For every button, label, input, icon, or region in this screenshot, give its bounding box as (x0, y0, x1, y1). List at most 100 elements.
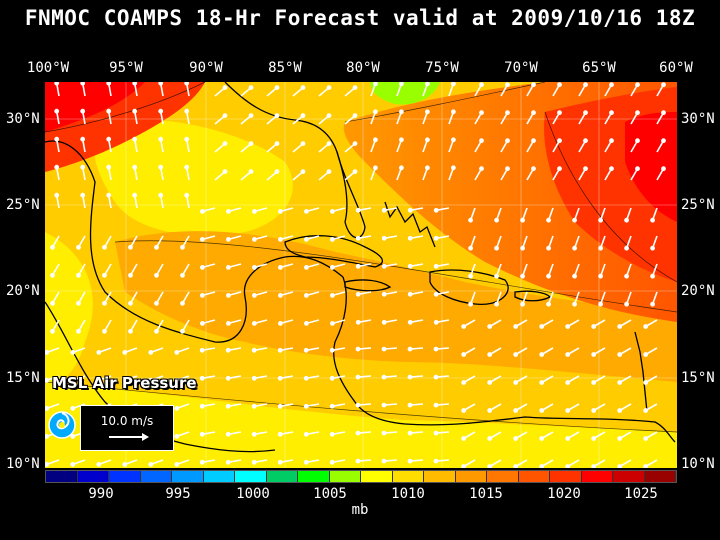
wind-arrow-head (479, 82, 484, 88)
central-america-coast (333, 276, 406, 425)
wind-arrow-head (381, 319, 387, 325)
wind-arrow-head (277, 320, 283, 326)
wind-arrow-head (199, 347, 205, 353)
field-label: MSL Air Pressure (52, 374, 197, 392)
wind-arrow-head (329, 320, 335, 326)
wind-arrow-head (184, 82, 190, 86)
wind-arrow-head (106, 108, 112, 114)
wind-arrow-head (505, 166, 510, 172)
wind-arrow-head (505, 138, 510, 144)
wind-arrow-head (199, 292, 205, 298)
wind-arrow-head (372, 109, 378, 115)
scale-vector-box: 10.0 m/s (80, 405, 174, 451)
wind-arrow-head (45, 434, 50, 439)
lat-label-left: 10°N (6, 456, 40, 472)
wind-arrow-head (355, 402, 361, 408)
wind-arrow-head (591, 324, 597, 329)
wind-arrow-head (531, 138, 536, 144)
wind-arrow-head (329, 292, 335, 298)
wind-arrow-head (539, 352, 545, 357)
wind-arrow-head (222, 113, 228, 118)
wind-arrow-head (487, 352, 493, 357)
wind-arrow-head (277, 264, 283, 270)
wind-arrow-head (407, 319, 413, 325)
wind-arrow-head (222, 169, 228, 175)
lat-label-right: 20°N (681, 283, 715, 299)
lon-label: 60°W (659, 60, 693, 76)
wind-arrow-head (433, 346, 439, 352)
wind-arrow-head (617, 436, 623, 441)
wind-arrow-head (154, 328, 159, 334)
wind-arrow-head (381, 458, 387, 464)
lat-label-right: 30°N (681, 111, 715, 127)
wind-arrow-head (355, 458, 361, 464)
wind-arrow-head (45, 350, 50, 355)
wind-arrow-head (494, 245, 500, 251)
wind-arrow-head (180, 300, 185, 306)
wind-arrow-head (50, 328, 55, 334)
wind-arrow-head (539, 380, 545, 385)
wind-arrow-head (407, 207, 413, 213)
wind-arrow-head (180, 272, 185, 278)
wind-arrow-head (199, 320, 205, 326)
colorbar-swatch (298, 471, 330, 482)
wind-arrow-head (106, 82, 112, 86)
wind-arrow-head (565, 464, 571, 468)
wind-arrow-head (424, 137, 430, 143)
wind-arrow-head (54, 82, 60, 86)
wind-arrow-head (598, 273, 604, 279)
wind-arrow-head (184, 164, 190, 170)
wind-arrow-head (643, 464, 649, 468)
gulf-coast (45, 140, 344, 343)
wind-arrow-head (635, 82, 640, 88)
wind-arrow-head (468, 217, 474, 223)
wind-arrow-head (425, 82, 430, 87)
wind-arrow-head (583, 82, 588, 88)
wind-arrow-head (399, 82, 404, 87)
wind-arrow-head (572, 301, 578, 307)
wind-arrow-head (303, 347, 309, 353)
wind-arrow-head (274, 141, 280, 147)
lon-label: 65°W (582, 60, 616, 76)
wind-vector-field (45, 82, 666, 468)
wind-arrow-head (329, 236, 335, 242)
wind-arrow-head (70, 377, 76, 383)
wind-arrow-head (225, 375, 231, 381)
wind-arrow-head (520, 217, 526, 223)
wind-arrow-head (487, 324, 493, 329)
colorbar-label: 1010 (391, 486, 425, 502)
wind-arrow-head (303, 264, 309, 270)
wind-arrow-head (102, 328, 107, 334)
wind-arrow-head (373, 82, 378, 87)
fnmoc-logo-icon (47, 403, 77, 447)
wind-arrow-head (617, 324, 623, 329)
wind-arrow-head (180, 244, 185, 250)
wind-arrow-head (355, 263, 361, 269)
wind-arrow-head (650, 301, 656, 307)
wind-arrow-head (557, 138, 562, 144)
wind-arrow-head (433, 430, 439, 436)
wind-arrow-head (635, 110, 640, 116)
wind-arrow-head (158, 136, 164, 142)
wind-arrow-head (251, 320, 257, 326)
wind-arrow-head (598, 217, 604, 223)
wind-arrow-head (199, 208, 205, 214)
wind-arrow-head (132, 136, 138, 142)
wind-arrow-head (277, 208, 283, 214)
wind-arrow-head (598, 301, 604, 307)
wind-arrow-head (520, 301, 526, 307)
wind-arrow-head (461, 352, 467, 357)
wind-arrow-head (225, 459, 231, 465)
colorbar-swatch (77, 471, 109, 482)
wind-arrow-head (45, 462, 50, 467)
wind-arrow-head (352, 85, 358, 91)
wind-arrow-head (70, 349, 76, 355)
wind-arrow-head (277, 236, 283, 242)
wind-arrow-head (199, 431, 205, 437)
wind-arrow-head (80, 164, 86, 170)
wind-arrow-head (132, 192, 138, 198)
wind-arrow-head (531, 166, 536, 172)
wind-arrow-head (352, 141, 358, 147)
wind-arrow-head (398, 137, 404, 143)
wind-arrow-head (650, 245, 656, 251)
